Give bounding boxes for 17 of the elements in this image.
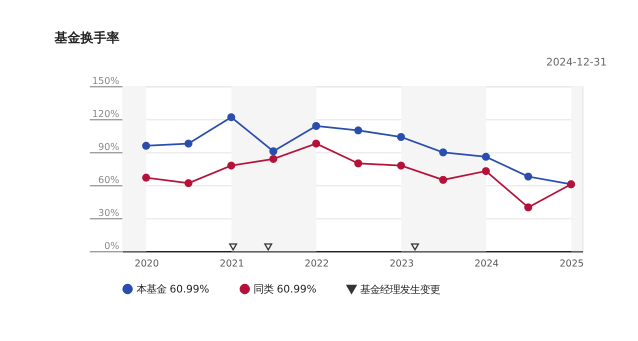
- y-tick-label: 30%: [98, 208, 120, 220]
- y-tick-label: 0%: [104, 241, 120, 252]
- x-tick-label: 2022: [304, 258, 329, 270]
- x-tick-label: 2024: [474, 258, 499, 270]
- x-tick-label: 2021: [220, 258, 244, 270]
- y-tick-label: 90%: [98, 142, 120, 154]
- x-tick-label: 2023: [390, 258, 414, 270]
- y-tick-label: 120%: [92, 109, 120, 120]
- legend-label: 本基金 60.99%: [136, 283, 210, 296]
- y-tick-label: 150%: [92, 76, 120, 88]
- x-tick-label: 2020: [134, 258, 159, 270]
- text: 2024-12-31: [546, 56, 607, 69]
- legend-label: 基金经理发生变更: [360, 284, 440, 296]
- x-tick-label: 2025: [560, 258, 584, 270]
- chart-title: 基金换手率: [53, 30, 120, 46]
- y-tick-label: 60%: [98, 175, 120, 186]
- legend-label: 同类 60.99%: [253, 283, 317, 296]
